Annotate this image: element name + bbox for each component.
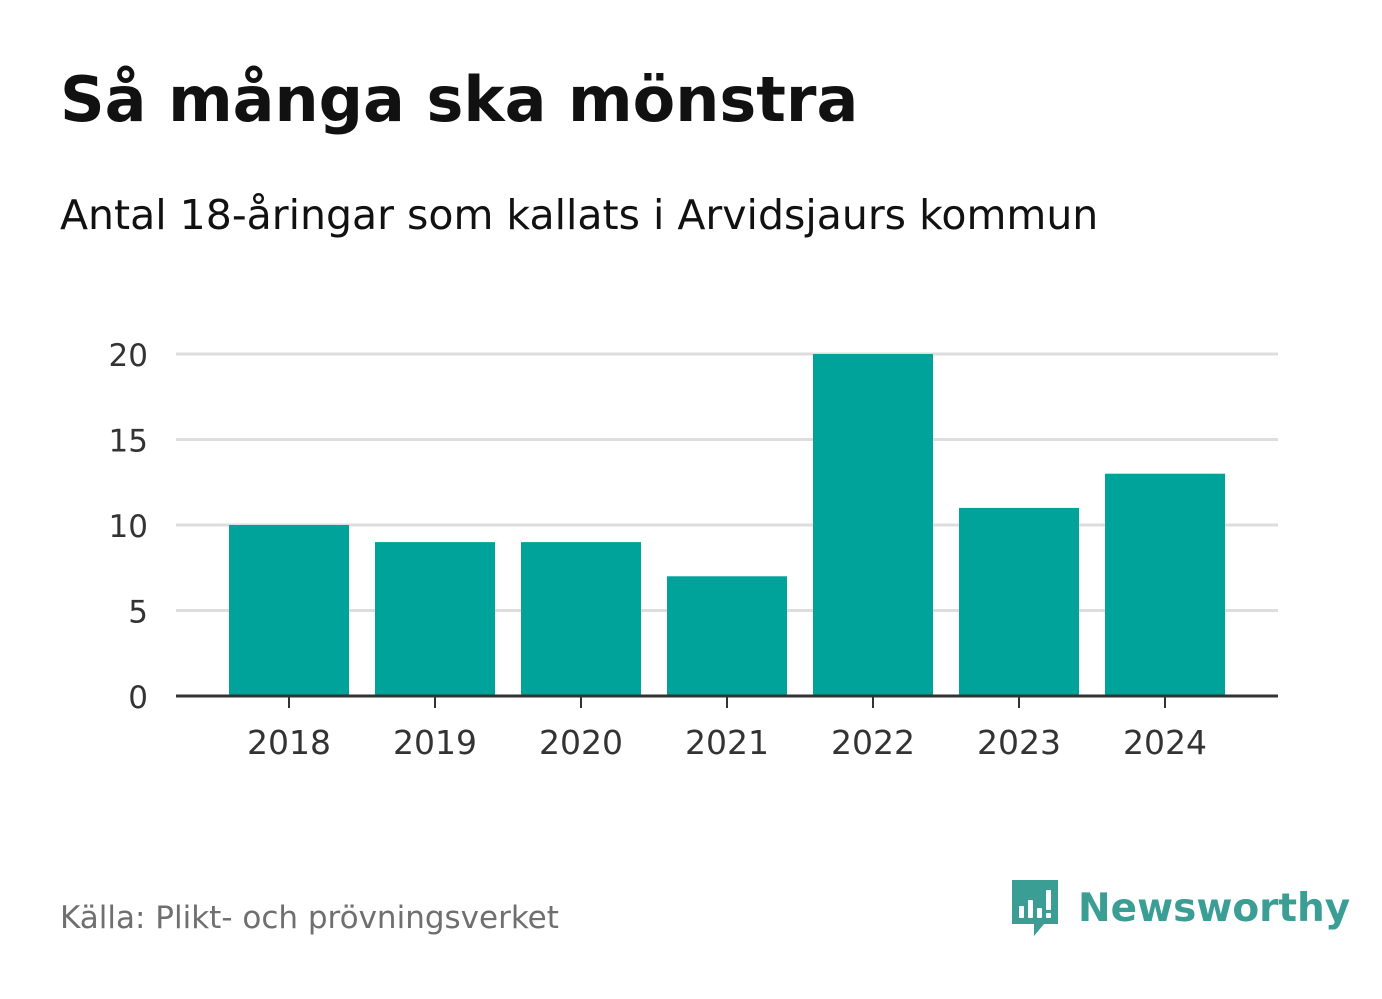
bar-2022 (813, 354, 933, 696)
bar-2023 (959, 507, 1079, 696)
bar-2020 (521, 542, 641, 696)
x-tick-label: 2020 (539, 723, 623, 762)
x-tick-label: 2024 (1123, 723, 1207, 762)
x-tick-label: 2019 (393, 723, 477, 762)
x-tick-label: 2023 (977, 723, 1061, 762)
bar-2019 (375, 542, 495, 696)
y-tick-label: 10 (109, 509, 148, 545)
source-note: Källa: Plikt- och prövningsverket (60, 900, 559, 936)
x-tick-label: 2018 (247, 723, 331, 762)
bar-2024 (1105, 473, 1225, 696)
x-tick-label: 2021 (685, 723, 769, 762)
bars (229, 354, 1225, 696)
chart-subtitle: Antal 18-åringar som kallats i Arvidsjau… (60, 191, 1099, 239)
brand: Newsworthy (1010, 876, 1350, 940)
newsworthy-logo-icon (1012, 880, 1058, 936)
x-tick-label: 2022 (831, 723, 915, 762)
chart-title: Så många ska mönstra (60, 63, 859, 136)
y-tick-label: 20 (109, 338, 148, 374)
y-tick-label: 0 (128, 680, 148, 716)
brand-name: Newsworthy (1078, 885, 1351, 931)
axes: 0 5 10 15 20 2018 2019 2020 2021 2022 2023 2024 (109, 338, 1278, 762)
bar-2021 (667, 576, 787, 696)
bar-2018 (229, 525, 349, 696)
y-tick-label: 15 (109, 424, 148, 460)
y-tick-label: 5 (128, 595, 148, 631)
